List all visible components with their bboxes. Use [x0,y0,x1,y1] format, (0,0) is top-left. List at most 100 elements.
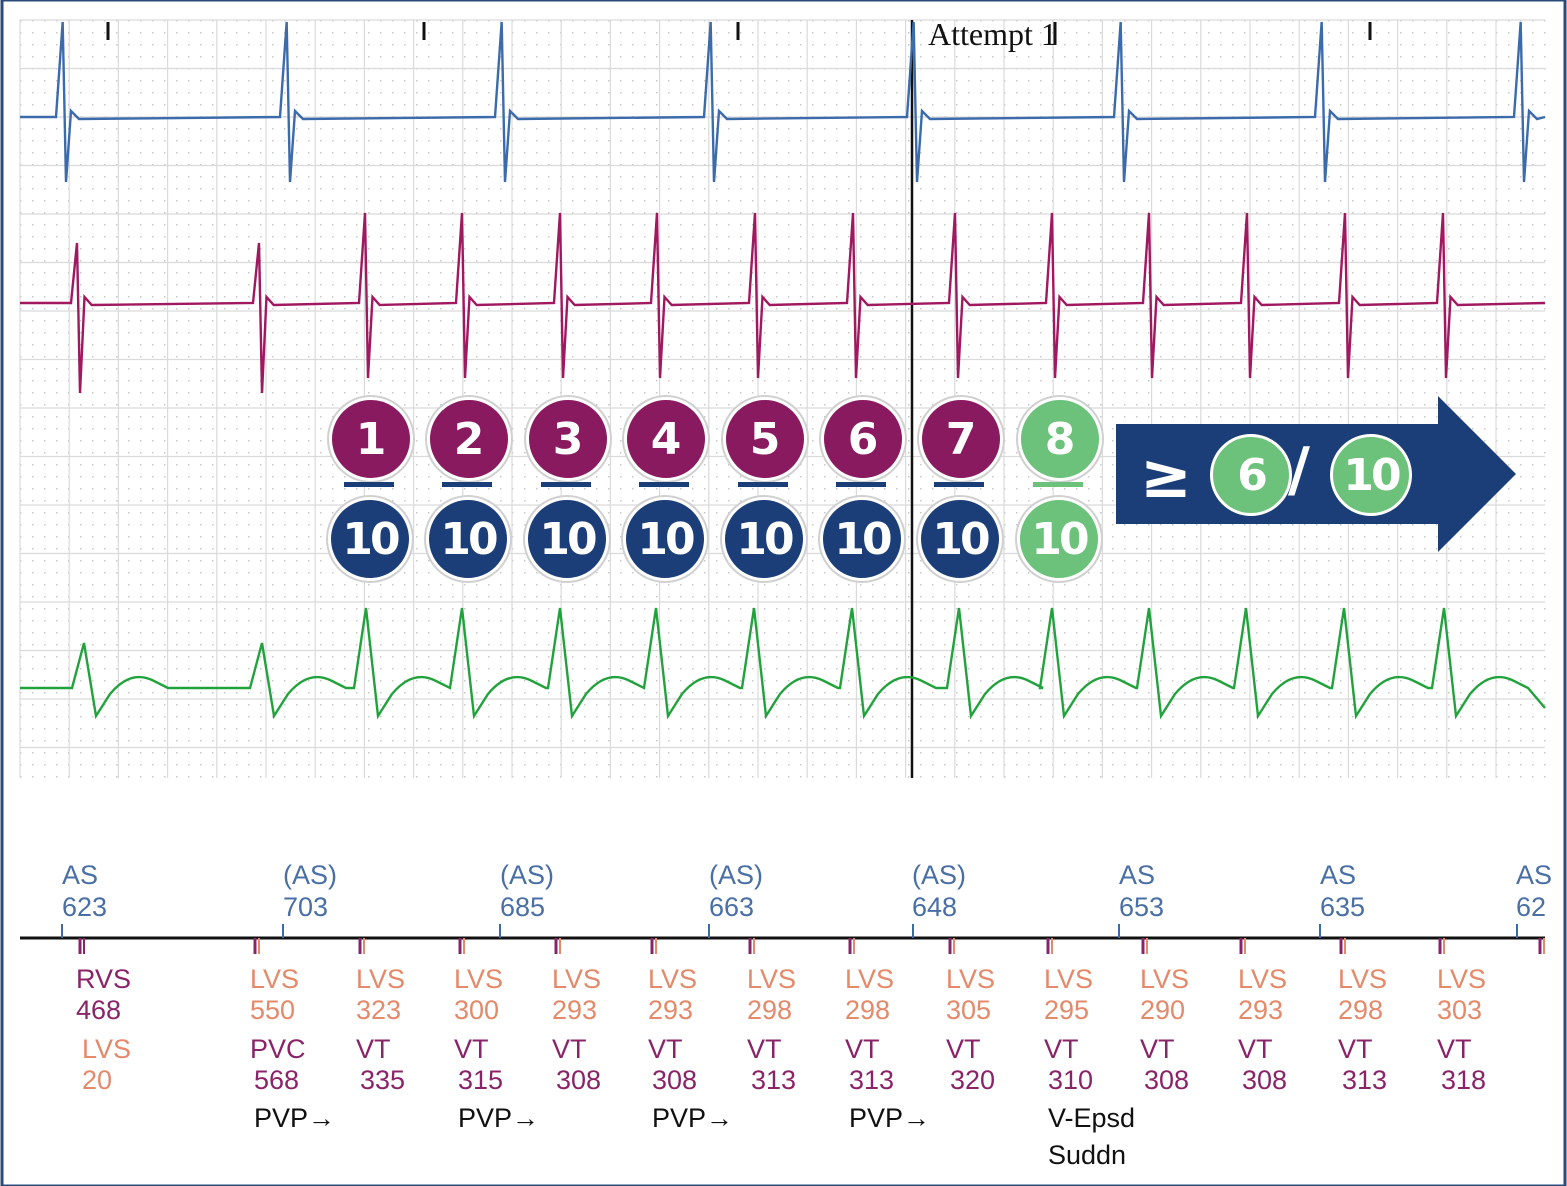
atrial-marker-interval: 685 [500,892,546,922]
ventricular-classification-interval: 320 [950,1065,996,1095]
atrial-marker-interval: 653 [1119,892,1165,922]
ventricular-classification-interval: 315 [458,1065,504,1095]
ventricular-marker-label: LVS [845,964,895,994]
arrow-shape [1116,396,1516,552]
beat-count-denominator: 10 [623,497,707,581]
beat-count-denominator: 10 [722,497,806,581]
ventricular-classification-label: VT [1044,1034,1079,1064]
shock-egm-trace [20,607,1546,720]
ventricular-marker-label: LVS [552,964,602,994]
ventricular-classification-label: VT [1338,1034,1373,1064]
atrial-marker-interval: 62 [1516,892,1547,922]
atrial-marker-label: (AS) [912,860,966,890]
ventricular-marker-label: LVS [648,964,698,994]
ventricular-marker-label: LVS [1140,964,1190,994]
ventricular-marker-label: LVS [747,964,797,994]
pvp-marker: PVP→ [849,1103,931,1133]
ventricular-marker-label: LVS [1437,964,1487,994]
beat-count-denominator: 10 [918,497,1002,581]
fraction-bar [442,482,492,487]
ventricular-marker-interval: 298 [845,995,891,1025]
episode-marker: Suddn [1048,1140,1127,1170]
ventricular-classification-interval: 308 [556,1065,602,1095]
ventricular-marker-interval: 550 [250,995,296,1025]
beat-count-numerator: 8 [1018,397,1102,481]
ventricular-classification-interval: 313 [849,1065,895,1095]
atrial-marker-label: AS [1516,860,1553,890]
pvp-marker: PVP→ [652,1103,734,1133]
ventricular-marker-label: LVS [356,964,406,994]
ventricular-classification-label: VT [648,1034,683,1064]
ventricular-marker-label: LVS [946,964,996,994]
ventricular-classification-label: VT [1140,1034,1175,1064]
ventricular-classification-interval: 313 [751,1065,797,1095]
ventricular-classification-interval: 308 [1242,1065,1288,1095]
beat-count-denominator: 10 [525,497,609,581]
fraction-bar [344,482,394,487]
beat-count-denominator: 10 [426,497,510,581]
ventricular-marker-interval: 293 [552,995,598,1025]
beat-count-numerator: 2 [427,397,511,481]
ventricular-classification-label: VT [552,1034,587,1064]
ventricular-classification-label: VT [1238,1034,1273,1064]
beat-count-numerator: 7 [919,397,1003,481]
ventricular-marker-interval: 293 [648,995,694,1025]
fraction-bar [1033,482,1083,487]
ventricular-classification-interval: 20 [82,1065,113,1095]
fraction-bar [738,482,788,487]
ventricular-classification-label: VT [454,1034,489,1064]
beat-count-numerator: 6 [821,397,905,481]
fraction-bar [836,482,886,487]
ventricular-marker-interval: 300 [454,995,500,1025]
rv-egm-trace [20,212,1546,394]
ventricular-classification-interval: 335 [360,1065,406,1095]
criterion-symbol: ≥ [1140,439,1192,512]
atrial-marker-label: (AS) [500,860,554,890]
atrial-marker-label: (AS) [709,860,763,890]
ventricular-classification-interval: 308 [1144,1065,1190,1095]
beat-count-numerator: 4 [624,397,708,481]
atrial-marker-label: AS [62,860,99,890]
ventricular-classification-label: VT [845,1034,880,1064]
fraction-bar [934,482,984,487]
ventricular-classification-label: VT [946,1034,981,1064]
atrial-marker-interval: 623 [62,892,108,922]
beat-count-numerator: 5 [723,397,807,481]
ventricular-classification-interval: 313 [1342,1065,1388,1095]
criterion-denominator: 10 [1330,434,1412,516]
fraction-bar [541,482,591,487]
ventricular-marker-interval: 468 [76,995,122,1025]
atrial-marker-interval: 648 [912,892,958,922]
beat-count-numerator: 3 [526,397,610,481]
ventricular-classification-label: VT [1437,1034,1472,1064]
pvp-marker: PVP→ [458,1103,540,1133]
pvp-marker: PVP→ [254,1103,336,1133]
atrial-marker-interval: 703 [283,892,329,922]
ventricular-classification-interval: 308 [652,1065,698,1095]
atrial-marker-interval: 635 [1320,892,1366,922]
ventricular-marker-interval: 298 [1338,995,1384,1025]
beat-count-denominator: 10 [820,497,904,581]
atrial-marker-interval: 663 [709,892,755,922]
ventricular-marker-interval: 298 [747,995,793,1025]
criterion-slash: / [1288,435,1310,505]
ventricular-marker-interval: 290 [1140,995,1186,1025]
ventricular-marker-label: LVS [1044,964,1094,994]
ventricular-classification-interval: 318 [1441,1065,1487,1095]
atrial-marker-label: (AS) [283,860,337,890]
ventricular-classification-interval: 568 [254,1065,300,1095]
ventricular-classification-label: VT [356,1034,391,1064]
atrial-egm-trace [20,21,1546,183]
ventricular-marker-label: LVS [454,964,504,994]
ventricular-marker-interval: 303 [1437,995,1483,1025]
pvp-marker: V-Epsd [1048,1103,1136,1133]
ventricular-marker-interval: 323 [356,995,402,1025]
atrial-marker-label: AS [1320,860,1357,890]
ventricular-marker-label: LVS [1238,964,1288,994]
fraction-bar [639,482,689,487]
criterion-arrow [1116,396,1516,552]
ventricular-classification-label: LVS [82,1034,132,1064]
beat-count-denominator: 10 [1017,497,1101,581]
ventricular-marker-label: RVS [76,964,132,994]
